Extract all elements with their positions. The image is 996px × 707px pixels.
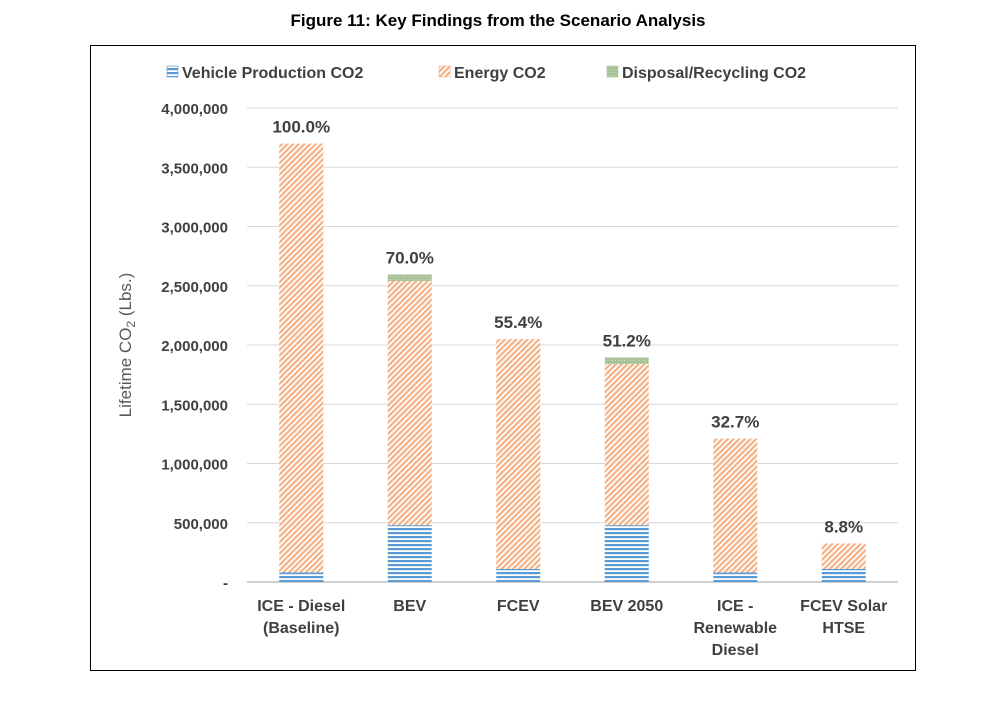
bar-segment-energy: [496, 339, 541, 569]
y-tick-label: 3,500,000: [161, 160, 228, 177]
x-category-label: FCEV: [497, 598, 540, 615]
y-tick-label: 1,500,000: [161, 397, 228, 414]
x-category-label-line: Renewable: [693, 620, 777, 637]
chart-frame: [90, 45, 916, 671]
legend-label: Vehicle Production CO2: [182, 65, 363, 82]
bar-segment-vehicle-production: [821, 568, 866, 582]
y-tick-label: 2,500,000: [161, 279, 228, 296]
x-category-label-line: FCEV: [497, 598, 540, 615]
figure-title: Figure 11: Key Findings from the Scenari…: [290, 11, 706, 30]
bar-segment-energy: [279, 143, 324, 573]
y-tick-label: 3,000,000: [161, 220, 228, 237]
bar-segment-disposal-recycling: [604, 357, 649, 364]
data-label: 100.0%: [272, 118, 330, 137]
legend-label: Energy CO2: [454, 65, 546, 82]
bar-segment-vehicle-production: [604, 525, 649, 582]
bar-segment-vehicle-production: [279, 572, 324, 582]
x-category-label-line: ICE - Diesel: [257, 598, 345, 615]
bar-segment-energy: [713, 438, 758, 573]
x-category-label: ICE - Diesel (Baseline): [257, 598, 345, 637]
bar-segment-vehicle-production: [713, 572, 758, 582]
x-category-label-line: HTSE: [822, 620, 865, 637]
data-label: 8.8%: [824, 517, 863, 536]
bar-segment-energy: [604, 363, 649, 526]
y-tick-label: 4,000,000: [161, 101, 228, 118]
data-label: 55.4%: [494, 313, 542, 332]
data-label: 32.7%: [711, 413, 759, 432]
y-tick-label: -: [223, 575, 228, 592]
bar-segment-vehicle-production: [496, 568, 541, 582]
y-tick-label: 2,000,000: [161, 338, 228, 355]
bar-segment-disposal-recycling: [387, 274, 432, 282]
data-label: 70.0%: [386, 248, 434, 267]
x-category-label-line: ICE -: [717, 598, 753, 615]
data-label: 51.2%: [603, 331, 651, 350]
x-category-label-line: (Baseline): [263, 620, 339, 637]
y-axis-label: Lifetime CO2 (Lbs.): [116, 273, 138, 418]
bar-segment-vehicle-production: [387, 525, 432, 582]
bar-segment-energy: [387, 281, 432, 526]
y-axis-label-tail: (Lbs.): [116, 273, 135, 321]
y-tick-label: 1,000,000: [161, 457, 228, 474]
x-category-label: FCEV Solar HTSE: [800, 598, 887, 637]
y-axis-label-main: Lifetime CO: [116, 328, 135, 418]
x-category-label-line: Diesel: [712, 642, 759, 659]
legend-swatch: [438, 65, 451, 78]
x-category-label: BEV: [393, 598, 426, 615]
x-category-label: ICE - Renewable Diesel: [693, 598, 777, 659]
legend-swatch: [606, 65, 619, 78]
x-category-label: BEV 2050: [590, 598, 663, 615]
y-tick-label: 500,000: [174, 516, 228, 533]
legend-swatch: [166, 65, 179, 78]
x-category-label-line: BEV 2050: [590, 598, 663, 615]
bar-segment-energy: [821, 543, 866, 569]
x-category-label-line: BEV: [393, 598, 426, 615]
legend-label: Disposal/Recycling CO2: [622, 65, 806, 82]
y-axis-label-sub: 2: [124, 321, 138, 328]
x-category-label-line: FCEV Solar: [800, 598, 887, 615]
